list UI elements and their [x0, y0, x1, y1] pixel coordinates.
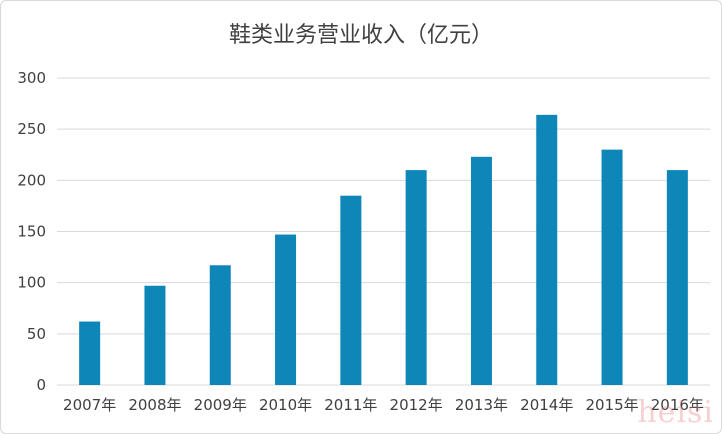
- chart-title: 鞋类业务营业收入（亿元）: [229, 23, 493, 48]
- x-tick-label: 2011年: [324, 396, 377, 414]
- y-tick-label: 300: [17, 69, 46, 87]
- bar: [275, 234, 297, 385]
- x-tick-label: 2009年: [194, 396, 247, 414]
- x-tick-label: 2014年: [520, 396, 573, 414]
- bar: [405, 170, 427, 385]
- y-axis: 0 50 100 150 200 250 300: [17, 69, 46, 394]
- x-tick-label: 2016年: [651, 396, 704, 414]
- y-tick-label: 50: [27, 325, 46, 343]
- bar: [209, 265, 231, 385]
- bar: [601, 149, 623, 385]
- bars: [79, 114, 688, 385]
- bar: [144, 285, 166, 385]
- x-tick-label: 2012年: [390, 396, 443, 414]
- y-tick-label: 200: [17, 171, 46, 189]
- bar: [666, 170, 688, 385]
- y-tick-label: 250: [17, 120, 46, 138]
- y-tick-label: 150: [17, 223, 46, 241]
- x-tick-label: 2015年: [585, 396, 638, 414]
- bar: [470, 156, 492, 385]
- watermark: heisi: [637, 395, 714, 430]
- y-tick-label: 0: [36, 376, 46, 394]
- x-tick-label: 2008年: [128, 396, 181, 414]
- bar: [79, 321, 101, 385]
- x-tick-label: 2013年: [455, 396, 508, 414]
- gridlines: [57, 77, 710, 386]
- x-tick-label: 2010年: [259, 396, 312, 414]
- x-tick-label: 2007年: [63, 396, 116, 414]
- y-tick-label: 100: [17, 274, 46, 292]
- bar: [340, 195, 362, 385]
- x-axis: 2007年 2008年 2009年 2010年 2011年 2012年 2013年 2014年…: [63, 396, 704, 414]
- bar: [536, 114, 558, 385]
